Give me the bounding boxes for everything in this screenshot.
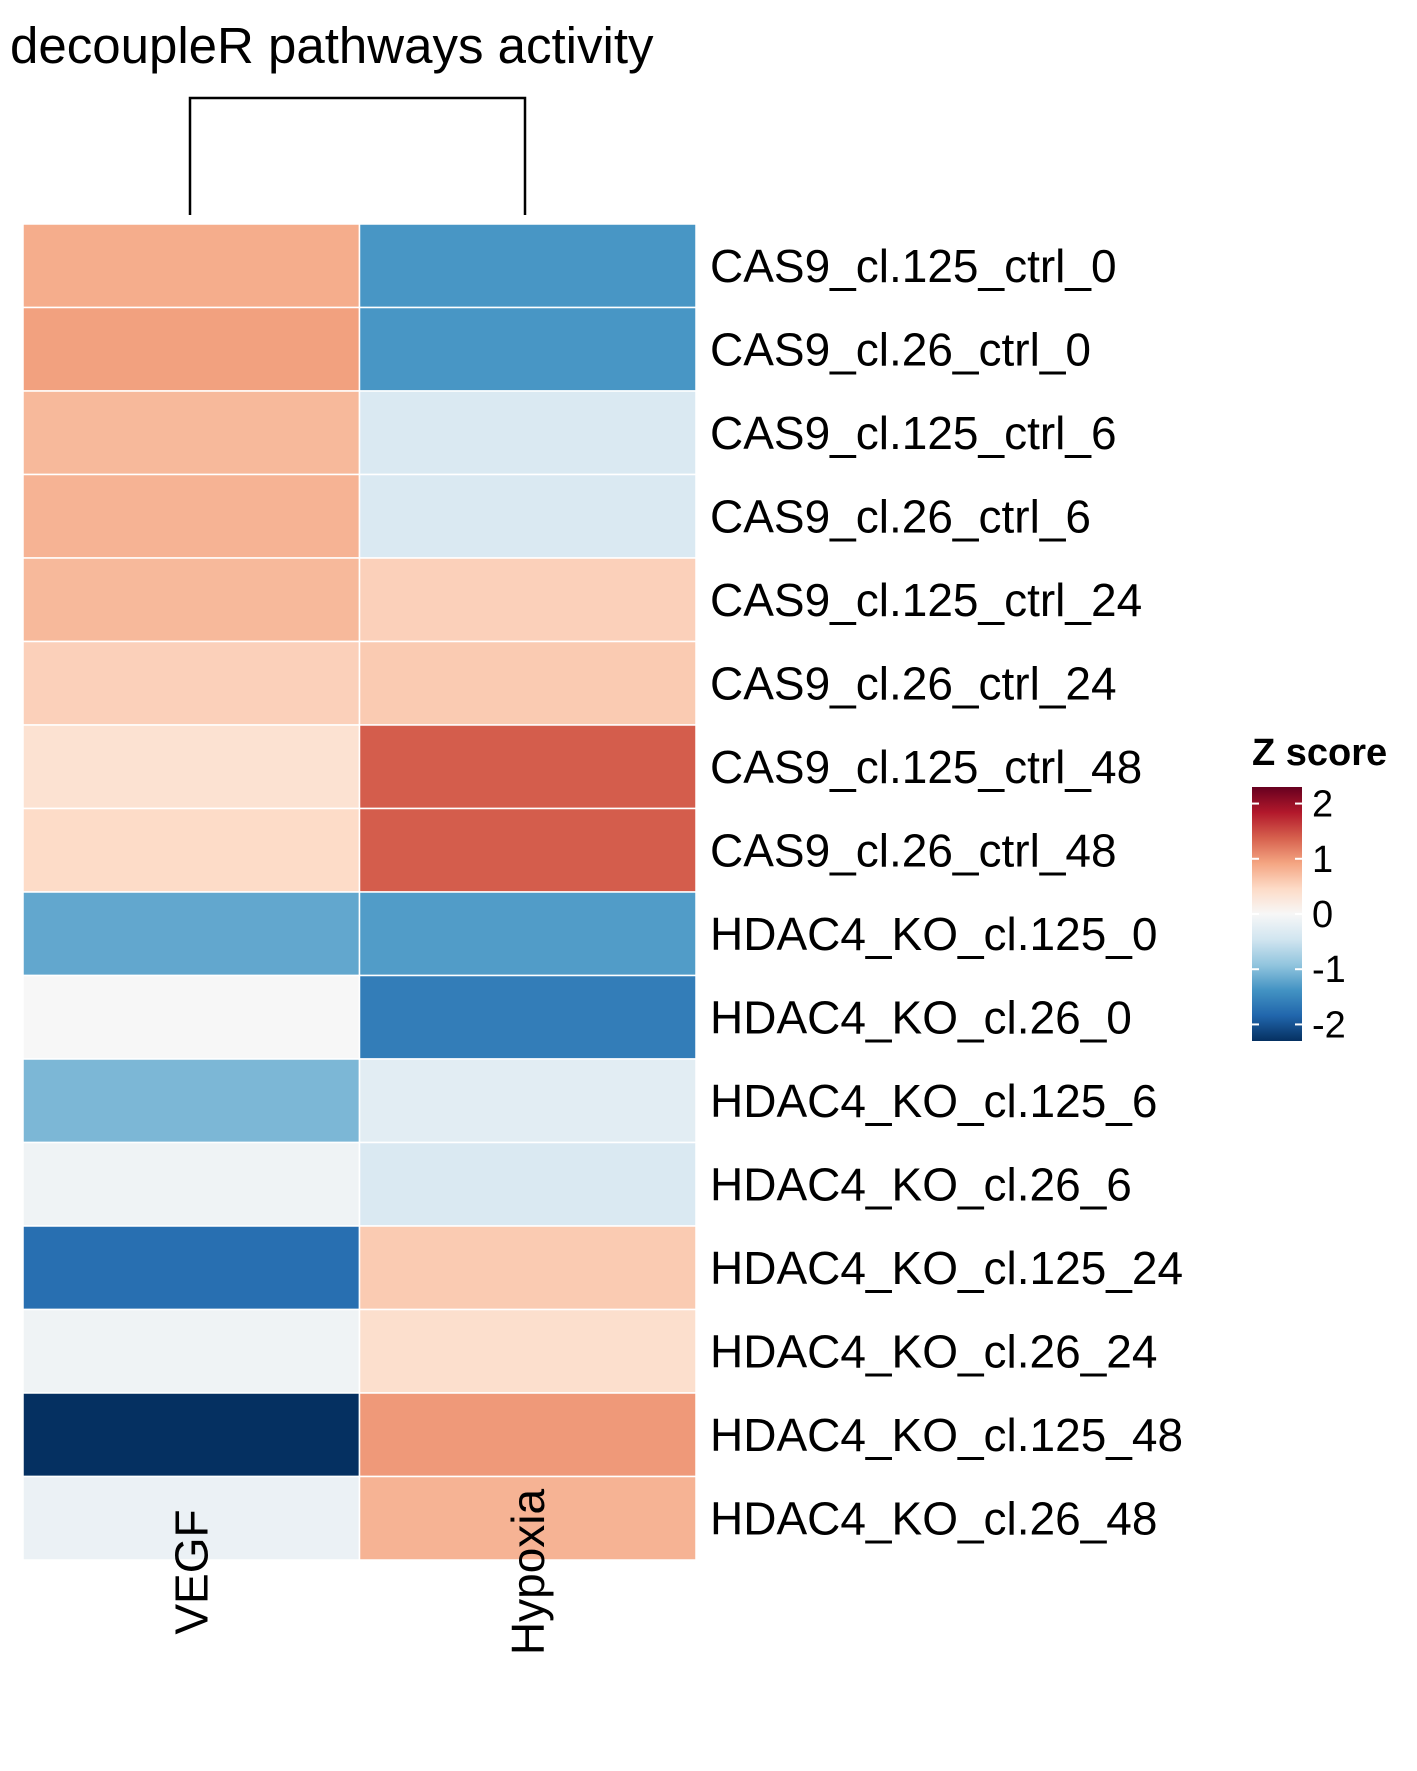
column-labels: VEGF Hypoxia (165, 1488, 554, 1655)
heatmap-cell (358, 807, 697, 893)
heatmap-cell (358, 640, 697, 726)
heatmap-cell (22, 223, 361, 309)
row-label: HDAC4_KO_cl.125_6 (710, 1075, 1157, 1127)
color-legend: Z score 2 1 0 -1 -2 (1252, 732, 1387, 1046)
legend-tick-label: 0 (1312, 894, 1333, 936)
heatmap-cell (22, 974, 361, 1060)
heatmap-cells (22, 223, 697, 1561)
heatmap-cell (358, 1475, 697, 1561)
row-label: HDAC4_KO_cl.26_48 (710, 1492, 1157, 1544)
heatmap-cell (358, 1308, 697, 1394)
heatmap-cell (22, 557, 361, 643)
heatmap-cell (22, 640, 361, 726)
chart-title: decoupleR pathways activity (10, 17, 654, 74)
heatmap-cell (358, 473, 697, 559)
row-label: CAS9_cl.26_ctrl_24 (710, 657, 1117, 709)
heatmap-cell (22, 306, 361, 392)
heatmap-cell (22, 1475, 361, 1561)
row-label: CAS9_cl.26_ctrl_48 (710, 824, 1117, 876)
heatmap-cell (358, 557, 697, 643)
heatmap-cell (358, 974, 697, 1060)
heatmap-cell (358, 1392, 697, 1478)
row-label: CAS9_cl.125_ctrl_6 (710, 407, 1117, 459)
heatmap-cell (358, 724, 697, 810)
row-label: HDAC4_KO_cl.125_48 (710, 1409, 1183, 1461)
row-labels: CAS9_cl.125_ctrl_0 CAS9_cl.26_ctrl_0 CAS9_… (710, 240, 1183, 1545)
heatmap-cell (22, 1308, 361, 1394)
heatmap-cell (358, 223, 697, 309)
heatmap-cell (358, 306, 697, 392)
heatmap-cell (358, 891, 697, 977)
heatmap-cell (22, 473, 361, 559)
row-label: CAS9_cl.26_ctrl_6 (710, 490, 1091, 542)
heatmap-cell (22, 1141, 361, 1227)
heatmap-cell (358, 1225, 697, 1311)
heatmap-cell (22, 891, 361, 977)
row-label: CAS9_cl.125_ctrl_48 (710, 741, 1142, 793)
heatmap-cell (22, 807, 361, 893)
legend-colorbar (1252, 787, 1302, 1041)
legend-title: Z score (1252, 732, 1387, 774)
row-label: HDAC4_KO_cl.125_24 (710, 1242, 1183, 1294)
row-label: HDAC4_KO_cl.26_6 (710, 1158, 1132, 1210)
heatmap-cell (22, 1058, 361, 1144)
row-label: CAS9_cl.26_ctrl_0 (710, 323, 1091, 375)
row-label: HDAC4_KO_cl.26_24 (710, 1325, 1157, 1377)
row-label: CAS9_cl.125_ctrl_24 (710, 574, 1142, 626)
column-label: Hypoxia (502, 1488, 554, 1655)
column-dendrogram (188, 96, 527, 215)
heatmap-cell (22, 1392, 361, 1478)
row-label: HDAC4_KO_cl.26_0 (710, 991, 1132, 1043)
legend-tick-label: -2 (1312, 1004, 1346, 1046)
heatmap-cell (358, 1058, 697, 1144)
heatmap-cell (22, 1225, 361, 1311)
legend-tick-label: 2 (1312, 784, 1333, 826)
legend-tick-label: -1 (1312, 949, 1346, 991)
heatmap-cell (22, 724, 361, 810)
legend-tick-label: 1 (1312, 839, 1333, 881)
heatmap-cell (358, 1141, 697, 1227)
row-label: HDAC4_KO_cl.125_0 (710, 908, 1157, 960)
heatmap-cell (358, 390, 697, 476)
heatmap-cell (22, 390, 361, 476)
column-label: VEGF (165, 1509, 217, 1634)
row-label: CAS9_cl.125_ctrl_0 (710, 240, 1117, 292)
